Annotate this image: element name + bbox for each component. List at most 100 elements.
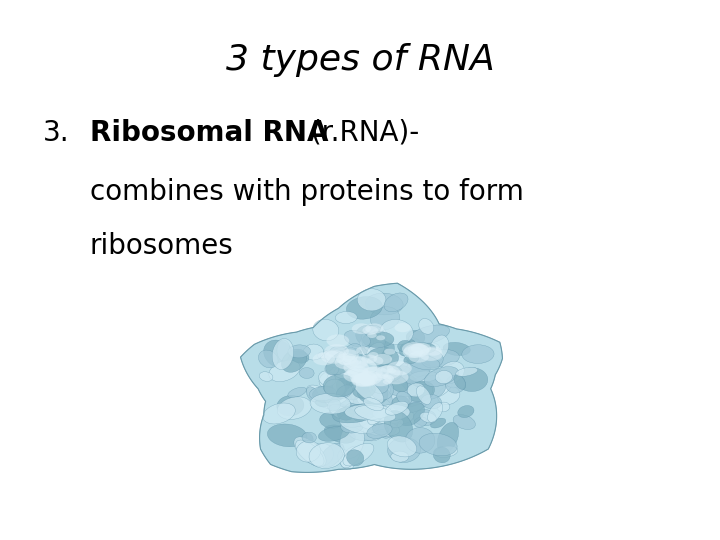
Ellipse shape <box>318 351 333 359</box>
Ellipse shape <box>363 366 389 381</box>
Ellipse shape <box>348 378 374 395</box>
Ellipse shape <box>404 354 419 364</box>
Ellipse shape <box>343 362 370 376</box>
Ellipse shape <box>446 375 465 393</box>
Ellipse shape <box>438 386 460 404</box>
Ellipse shape <box>377 374 395 384</box>
Ellipse shape <box>391 451 409 462</box>
Ellipse shape <box>416 386 431 404</box>
Ellipse shape <box>387 361 412 375</box>
Ellipse shape <box>362 344 390 365</box>
Ellipse shape <box>438 361 464 383</box>
Ellipse shape <box>341 378 369 395</box>
Ellipse shape <box>356 377 366 383</box>
Ellipse shape <box>361 379 375 387</box>
Ellipse shape <box>354 396 375 417</box>
Ellipse shape <box>357 371 382 385</box>
Ellipse shape <box>358 407 379 422</box>
Ellipse shape <box>372 423 388 435</box>
Ellipse shape <box>437 422 459 453</box>
Ellipse shape <box>349 424 387 441</box>
Ellipse shape <box>365 323 384 334</box>
Ellipse shape <box>420 412 436 423</box>
Ellipse shape <box>337 408 354 420</box>
Ellipse shape <box>379 373 402 387</box>
Ellipse shape <box>428 403 443 422</box>
Ellipse shape <box>360 352 372 362</box>
Ellipse shape <box>277 397 312 420</box>
Ellipse shape <box>337 386 365 407</box>
Ellipse shape <box>370 307 400 330</box>
Ellipse shape <box>384 293 408 312</box>
Ellipse shape <box>413 409 436 426</box>
Ellipse shape <box>341 420 363 433</box>
Ellipse shape <box>421 394 441 409</box>
Ellipse shape <box>383 382 409 416</box>
Ellipse shape <box>397 375 418 395</box>
Ellipse shape <box>343 360 369 375</box>
Ellipse shape <box>300 368 314 379</box>
Ellipse shape <box>359 414 390 430</box>
Ellipse shape <box>367 375 383 389</box>
Ellipse shape <box>370 389 383 401</box>
Ellipse shape <box>366 424 392 438</box>
Ellipse shape <box>352 376 384 404</box>
Ellipse shape <box>392 396 409 410</box>
Ellipse shape <box>400 340 415 356</box>
Ellipse shape <box>374 354 392 364</box>
Ellipse shape <box>282 349 307 372</box>
Ellipse shape <box>318 426 349 441</box>
Ellipse shape <box>411 343 431 354</box>
Ellipse shape <box>318 371 336 386</box>
Ellipse shape <box>374 368 393 389</box>
Ellipse shape <box>267 424 307 447</box>
Ellipse shape <box>362 326 378 335</box>
Text: combines with proteins to form: combines with proteins to form <box>90 178 524 206</box>
Ellipse shape <box>264 340 294 368</box>
Ellipse shape <box>366 403 387 414</box>
Text: 3.: 3. <box>43 119 70 147</box>
Ellipse shape <box>302 432 316 443</box>
Ellipse shape <box>341 413 356 426</box>
Ellipse shape <box>404 343 429 357</box>
Ellipse shape <box>351 374 374 387</box>
Ellipse shape <box>362 332 394 348</box>
Ellipse shape <box>345 404 392 420</box>
Ellipse shape <box>426 347 442 356</box>
Ellipse shape <box>288 387 307 397</box>
Ellipse shape <box>416 374 452 399</box>
Ellipse shape <box>350 374 366 383</box>
Ellipse shape <box>338 364 366 386</box>
Ellipse shape <box>336 312 357 323</box>
Ellipse shape <box>419 433 457 456</box>
Ellipse shape <box>443 342 470 355</box>
Ellipse shape <box>356 382 375 408</box>
Ellipse shape <box>333 372 347 395</box>
Ellipse shape <box>355 406 396 422</box>
Ellipse shape <box>325 350 343 363</box>
Ellipse shape <box>372 378 389 394</box>
Ellipse shape <box>361 375 379 389</box>
Text: (r.RNA)-: (r.RNA)- <box>302 119 420 147</box>
Ellipse shape <box>367 333 377 338</box>
Ellipse shape <box>352 323 371 334</box>
Ellipse shape <box>384 370 408 384</box>
Ellipse shape <box>327 367 341 388</box>
Ellipse shape <box>263 403 295 424</box>
Ellipse shape <box>395 389 430 413</box>
Ellipse shape <box>339 414 379 434</box>
Ellipse shape <box>424 367 459 387</box>
Ellipse shape <box>333 404 378 423</box>
Ellipse shape <box>356 382 390 406</box>
Ellipse shape <box>338 349 359 361</box>
Ellipse shape <box>379 420 390 434</box>
Ellipse shape <box>422 343 440 350</box>
Ellipse shape <box>259 372 273 381</box>
Ellipse shape <box>320 443 344 468</box>
Ellipse shape <box>359 336 374 356</box>
Ellipse shape <box>324 379 345 397</box>
Ellipse shape <box>387 436 417 457</box>
Ellipse shape <box>397 392 412 404</box>
Ellipse shape <box>336 353 357 365</box>
Ellipse shape <box>381 383 399 396</box>
